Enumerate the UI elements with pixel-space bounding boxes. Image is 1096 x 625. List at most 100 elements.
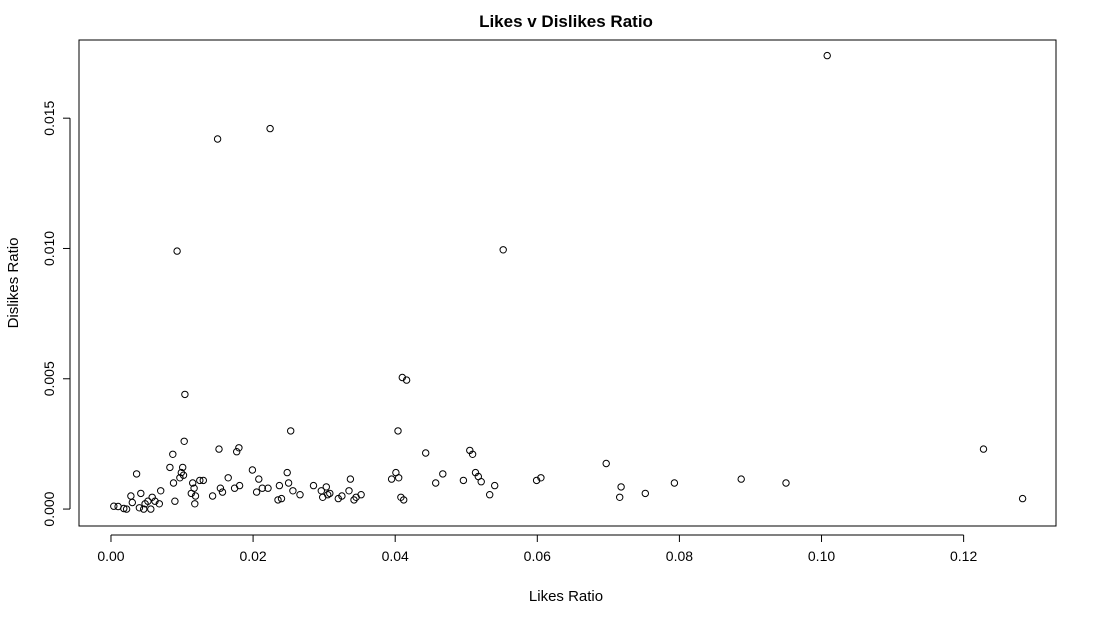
data-point <box>122 505 131 513</box>
data-point <box>326 489 334 498</box>
data-point <box>345 487 353 495</box>
data-point <box>491 481 499 490</box>
data-point <box>208 492 217 500</box>
data-point <box>252 488 261 496</box>
y-tick-label: 0.010 <box>41 231 57 266</box>
data-point <box>179 463 187 472</box>
data-point <box>477 478 485 486</box>
data-point <box>402 376 411 384</box>
y-tick-label: 0.005 <box>41 361 57 396</box>
data-point <box>248 466 257 474</box>
data-point <box>144 497 152 505</box>
data-point <box>979 445 988 453</box>
data-point <box>387 475 396 483</box>
data-point <box>459 476 468 485</box>
data-point <box>233 448 241 456</box>
data-point <box>258 484 266 492</box>
data-point <box>616 493 624 501</box>
data-point <box>287 427 295 435</box>
data-point <box>1018 494 1027 503</box>
y-axis: 0.000 0.005 0.010 0.015 <box>41 100 71 527</box>
data-point <box>641 489 649 498</box>
data-point <box>394 427 402 435</box>
chart-title: Likes v Dislikes Ratio <box>479 12 653 31</box>
data-point <box>110 502 118 510</box>
data-point <box>296 491 304 499</box>
y-tick-label: 0.000 <box>41 491 57 526</box>
data-point <box>782 479 790 487</box>
data-point <box>128 498 137 507</box>
data-point <box>189 479 197 487</box>
data-point <box>277 494 286 503</box>
data-point <box>400 496 408 504</box>
data-point <box>289 487 297 495</box>
data-point <box>199 476 208 485</box>
data-point <box>215 445 223 453</box>
y-axis-label: Dislikes Ratio <box>5 238 22 329</box>
data-point <box>157 487 165 495</box>
data-point <box>137 489 145 498</box>
data-point <box>439 470 447 478</box>
data-point <box>180 437 188 445</box>
data-point <box>823 51 831 60</box>
data-point <box>135 504 144 512</box>
data-point <box>486 491 494 499</box>
data-point <box>283 468 291 477</box>
data-point <box>181 390 189 399</box>
data-point <box>213 135 222 143</box>
x-axis: 0.00 0.02 0.04 0.06 0.08 0.10 0.12 <box>97 534 977 564</box>
data-point <box>147 505 155 513</box>
x-tick-label: 0.00 <box>97 548 124 564</box>
data-point <box>127 492 135 500</box>
data-point <box>196 476 204 485</box>
data-point <box>537 474 545 482</box>
data-point <box>602 459 610 468</box>
data-point <box>275 481 284 490</box>
data-point <box>235 481 244 490</box>
data-point <box>166 463 174 472</box>
data-point <box>395 474 403 482</box>
x-tick-label: 0.06 <box>524 548 551 564</box>
data-point <box>322 483 330 491</box>
data-point <box>266 124 274 133</box>
x-tick-label: 0.10 <box>808 548 835 564</box>
x-tick-label: 0.02 <box>239 548 266 564</box>
data-points <box>110 51 1027 513</box>
data-point <box>140 505 148 513</box>
data-point <box>218 488 227 496</box>
data-point <box>169 479 178 487</box>
data-point <box>432 479 440 487</box>
data-point <box>155 500 164 508</box>
data-point <box>255 475 263 483</box>
data-point <box>422 449 430 457</box>
data-point <box>132 470 141 478</box>
data-point <box>274 496 282 504</box>
data-point <box>737 475 745 483</box>
data-point <box>324 491 332 499</box>
y-tick-label: 0.015 <box>41 100 57 135</box>
data-point <box>173 247 181 255</box>
data-point <box>284 479 293 487</box>
x-tick-label: 0.12 <box>950 548 977 564</box>
data-point <box>179 471 188 479</box>
plot-frame <box>78 39 1057 527</box>
data-point <box>191 492 200 500</box>
data-point <box>190 484 198 492</box>
data-point <box>169 450 177 458</box>
data-point <box>235 444 243 452</box>
data-point <box>499 246 507 254</box>
data-point <box>357 491 365 499</box>
data-point <box>264 484 272 492</box>
data-point <box>120 504 128 513</box>
data-point <box>617 483 625 491</box>
data-point <box>309 481 318 490</box>
x-tick-label: 0.08 <box>666 548 693 564</box>
data-point <box>191 500 199 508</box>
data-point <box>171 497 179 505</box>
data-point <box>468 450 477 458</box>
data-point <box>216 484 225 492</box>
data-point <box>670 479 679 487</box>
data-point <box>346 475 355 483</box>
x-axis-label: Likes Ratio <box>529 588 603 605</box>
